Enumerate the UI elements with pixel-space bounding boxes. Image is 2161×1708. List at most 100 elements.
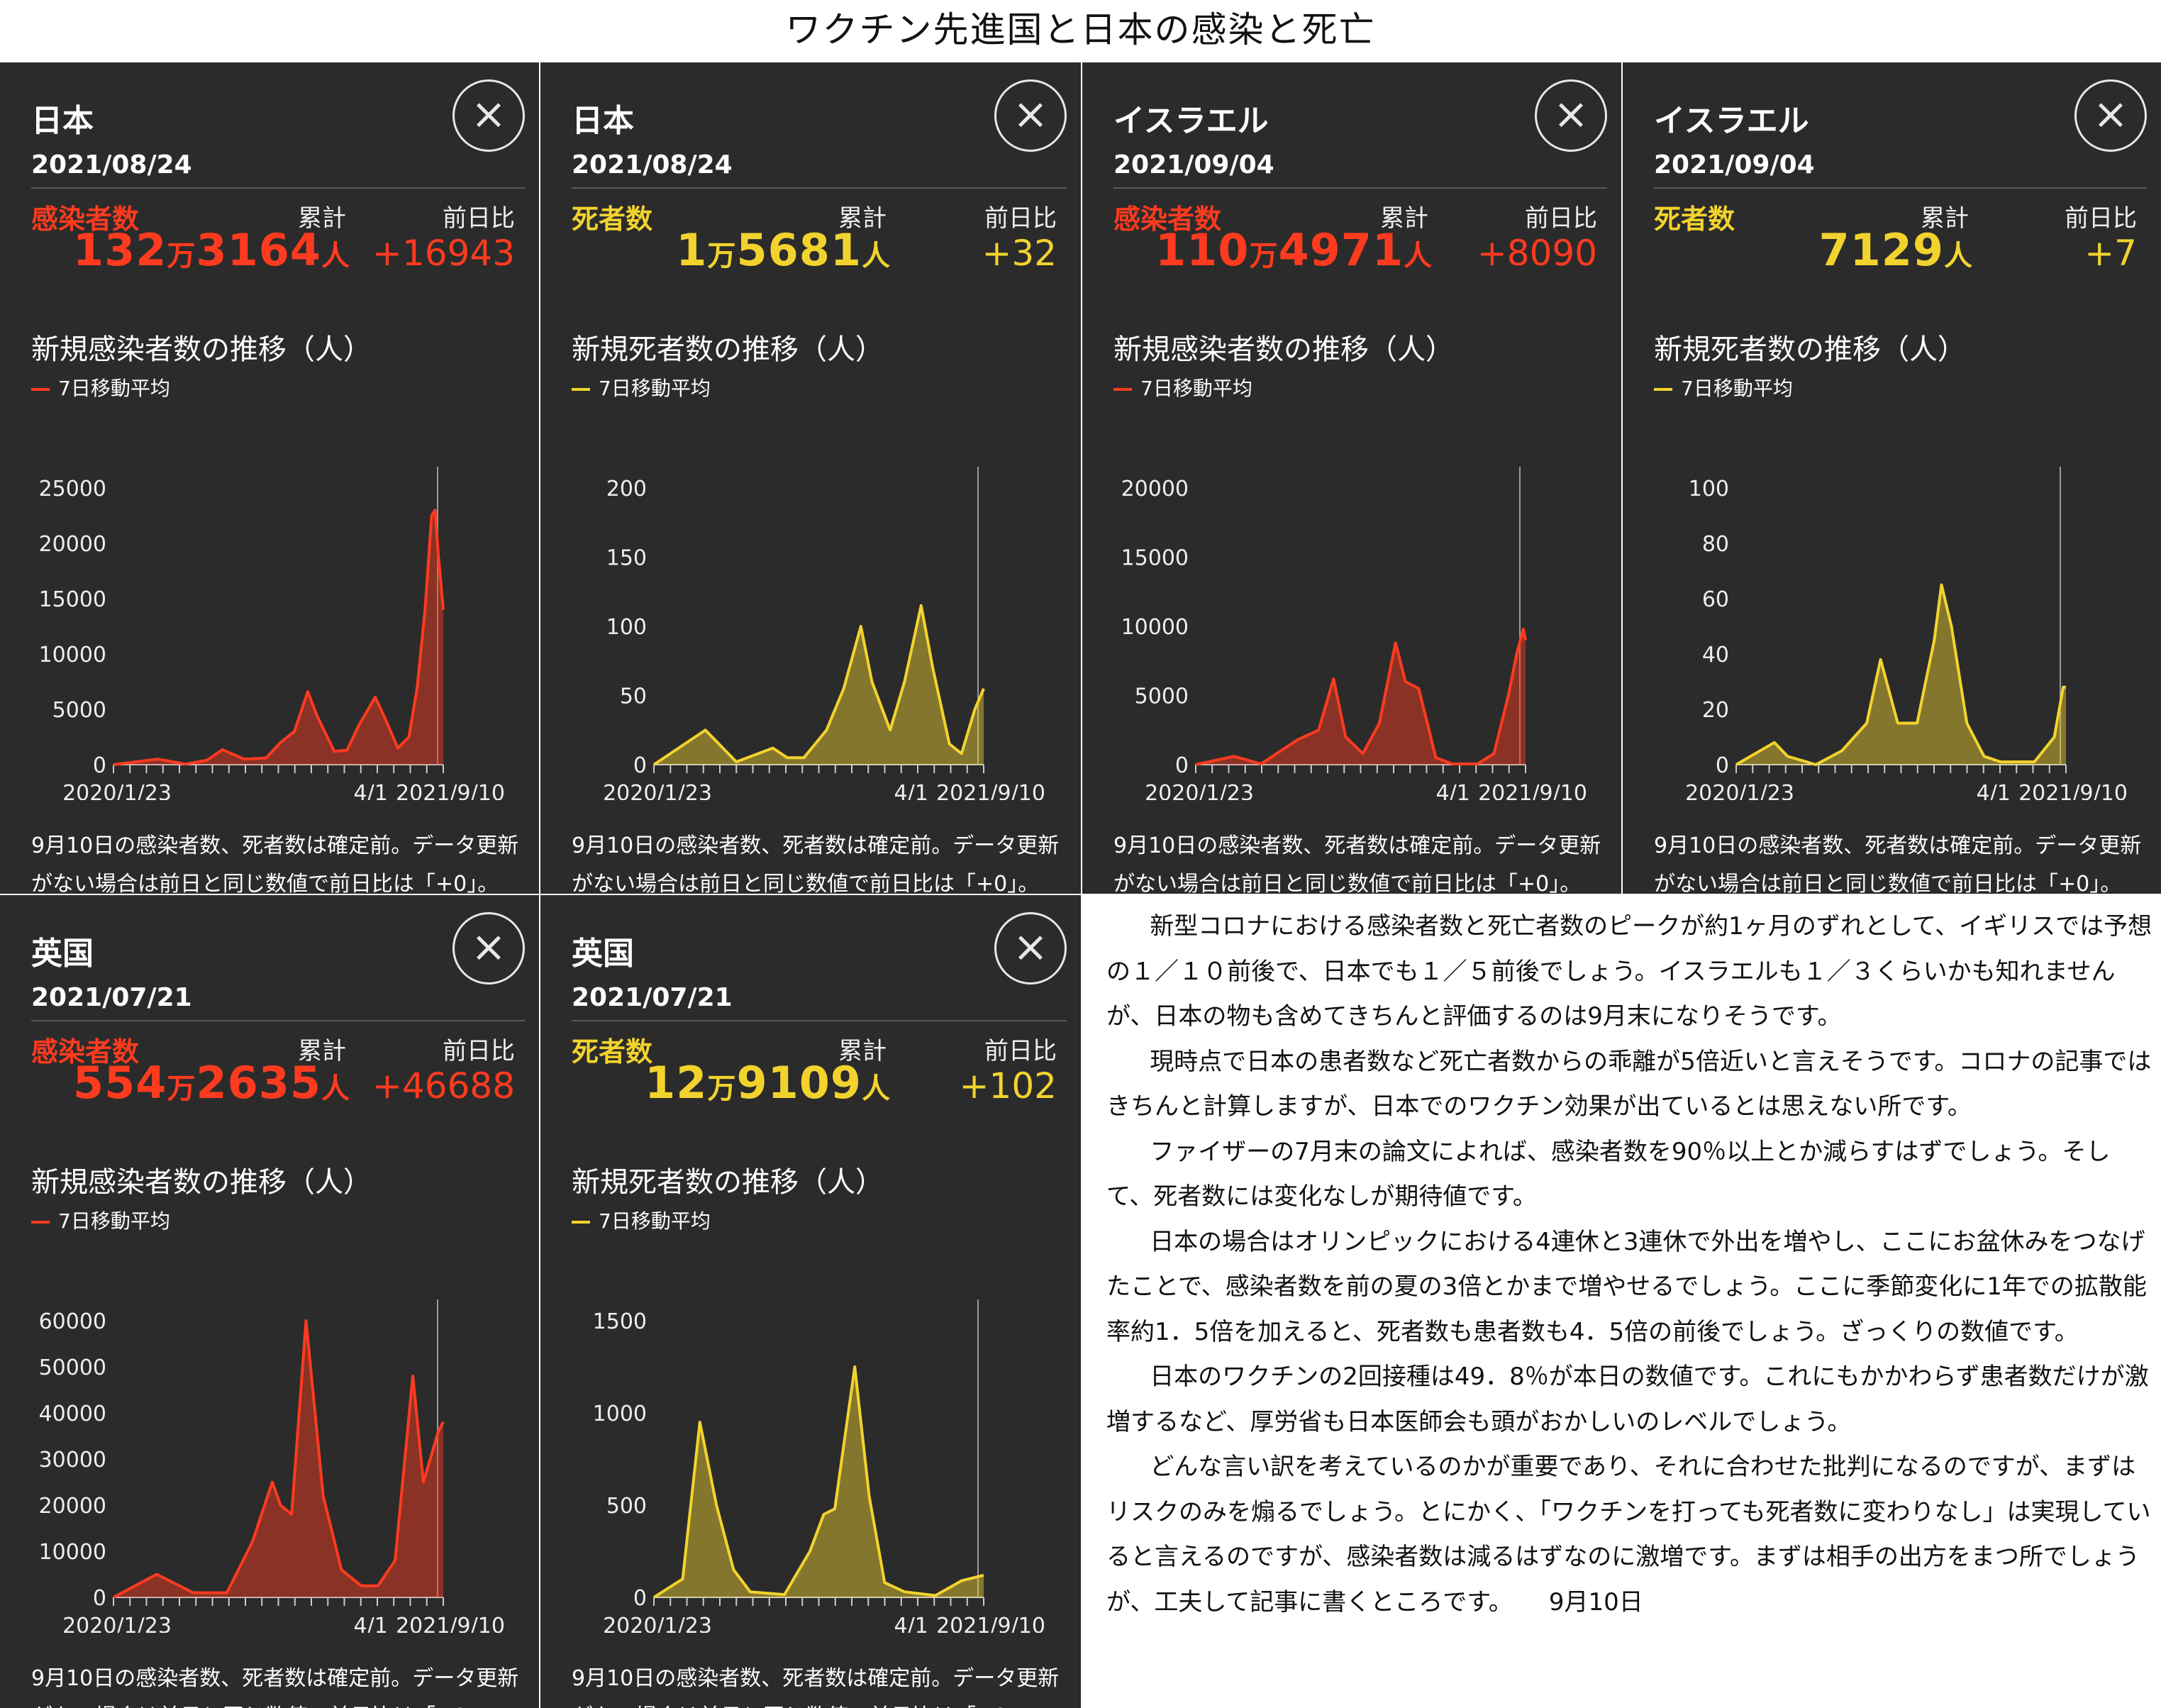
cumulative-value: 132万3164人 [38,224,350,276]
y-tick-label: 15000 [39,587,106,612]
x-tick-label: 2021/9/10 [396,1614,505,1633]
close-icon[interactable]: × [994,912,1067,985]
metric-label: 死者数 [572,1036,653,1068]
y-tick-label: 1500 [593,1309,647,1334]
legend-swatch [572,388,590,391]
series-line [113,509,445,766]
essay-paragraph: 新型コロナにおける感染者数と死亡者数のピークが約1ヶ月のずれとして、イギリスでは… [1106,912,2152,1031]
data-note: 9月10日の感染者数、死者数は確定前。データ更新がない場合は前日と同じ数値で前日… [1113,833,1601,894]
report-date: 2021/08/24 [572,150,733,179]
y-tick-label: 100 [606,615,647,640]
chart-title: 新規死者数の推移（人） [572,333,884,366]
diff-value: +46688 [372,1065,515,1107]
y-tick-label: 1000 [593,1402,647,1426]
chart-svg: 0 500 1000 1500 2020/1/23 4/1 2021/9/10 [593,1299,1045,1633]
diff-value: +8090 [1477,233,1597,274]
cumulative-label: 累計 [1380,204,1428,233]
cumulative-man: 万 [1249,240,1279,272]
legend-swatch [31,388,50,391]
x-tick-label: 2020/1/23 [603,781,712,800]
divider [572,187,1067,189]
series-area [1736,584,2066,765]
diff-label: 前日比 [1525,204,1597,233]
cumulative-man: 万 [707,1072,737,1105]
cumulative-label: 累計 [298,204,346,233]
series-line [1195,627,1527,766]
country-name: 英国 [572,936,634,972]
series-area [654,605,984,765]
report-date: 2021/07/21 [572,983,733,1012]
cumulative-big: 110 [1155,224,1250,276]
close-icon[interactable]: × [452,79,525,152]
diff-label: 前日比 [2065,204,2137,233]
close-icon[interactable]: × [2074,79,2147,152]
cumulative-value: 554万2635人 [38,1057,350,1109]
x-tick-label: 4/1 [894,781,928,800]
chart-title: 新規死者数の推移（人） [572,1166,884,1199]
x-tick-label: 4/1 [354,1614,388,1633]
cumulative-big: 132 [73,224,167,276]
y-tick-label: 50000 [39,1355,106,1380]
chart-svg: 0 5000 10000 15000 20000 25000 2020/1/23 4/1 202… [39,467,505,800]
chart-title: 新規感染者数の推移（人） [31,333,372,366]
x-tick-label: 2021/9/10 [936,1614,1045,1633]
report-date: 2021/08/24 [31,150,192,179]
page-title: ワクチン先進国と日本の感染と死亡 [785,9,1376,50]
country-name: 英国 [31,936,94,972]
diff-label: 前日比 [984,1037,1057,1065]
essay-paragraph: 日本のワクチンの2回接種は49．8％が本日の数値です。これにもかかわらず患者数だ… [1106,1363,2149,1436]
essay-paragraph: 現時点で日本の患者数など死亡者数からの乖離が5倍近いと言えそうです。コロナの記事… [1106,1047,2152,1121]
close-icon[interactable]: × [452,912,525,985]
y-tick-label: 40000 [39,1402,106,1426]
data-note: 9月10日の感染者数、死者数は確定前。データ更新がない場合は前日と同じ数値で前日… [31,833,519,894]
y-tick-label: 0 [93,1586,106,1611]
y-tick-label: 0 [93,753,106,778]
x-tick-label: 4/1 [894,1614,928,1633]
chart-svg: 0 50 100 150 200 2020/1/23 4/1 2021/9/10 [603,467,1045,800]
country-name: 日本 [31,103,94,139]
cumulative-unit: 人 [321,240,350,272]
x-tick-label: 4/1 [354,781,388,800]
cumulative-label: 累計 [298,1037,346,1065]
legend-label: 7日移動平均 [1140,377,1252,400]
diff-label: 前日比 [443,1037,515,1065]
cumulative-big: 1 [676,224,708,276]
data-note: 9月10日の感染者数、死者数は確定前。データ更新がない場合は前日と同じ数値で前日… [1654,833,2142,894]
chart-legend: 7日移動平均 [1113,373,1252,401]
cumulative-small: 5681 [736,224,862,276]
cumulative-small: 4971 [1278,224,1404,276]
y-tick-label: 10000 [39,643,106,667]
cumulative-small: 2635 [196,1057,321,1109]
x-tick-label: 2020/1/23 [62,1614,172,1633]
metric-label: 死者数 [572,204,653,235]
x-tick-label: 4/1 [1977,781,2011,800]
data-note: 9月10日の感染者数、死者数は確定前。データ更新がない場合は前日と同じ数値で前日… [572,833,1060,894]
diff-value: +32 [982,233,1057,274]
cumulative-value: 7129人 [1661,224,1973,276]
chart-svg: 0 20 40 60 80 100 2020/1/23 4/1 2021/9/10 [1685,467,2128,800]
x-tick-label: 2021/9/10 [396,781,505,800]
series-area [113,510,443,765]
close-icon[interactable]: × [1535,79,1607,152]
x-tick-label: 2020/1/23 [603,1614,712,1633]
diff-value: +7 [2084,233,2137,274]
y-tick-label: 20000 [39,532,106,557]
chart-legend: 7日移動平均 [572,373,711,401]
y-tick-label: 80 [1702,532,1729,557]
cumulative-label: 累計 [838,204,887,233]
report-date: 2021/07/21 [31,983,192,1012]
legend-swatch [1654,388,1672,391]
country-panel: イスラエル × 2021/09/04 死者数 累計 前日比 7129人 +7 新… [1623,62,2161,894]
essay-paragraph: ファイザーの7月末の論文によれば、感染者数を90％以上とか減らすはずでしょう。そ… [1106,1137,2111,1211]
series-line [652,604,985,766]
chart-svg: 0 5000 10000 15000 20000 2020/1/23 4/1 2021/9/1… [1121,467,1587,800]
country-name: 日本 [572,103,634,139]
cumulative-value: 12万9109人 [579,1057,891,1109]
country-panel: 英国 × 2021/07/21 死者数 累計 前日比 12万9109人 +102… [540,895,1081,1708]
chart-svg: 0 10000 20000 30000 40000 50000 60000 2020/1/23… [39,1299,505,1633]
series-area [113,1321,443,1597]
chart-legend: 7日移動平均 [1654,373,1793,401]
close-icon[interactable]: × [994,79,1067,152]
series-area [1196,628,1526,765]
chart-legend: 7日移動平均 [31,1206,170,1234]
